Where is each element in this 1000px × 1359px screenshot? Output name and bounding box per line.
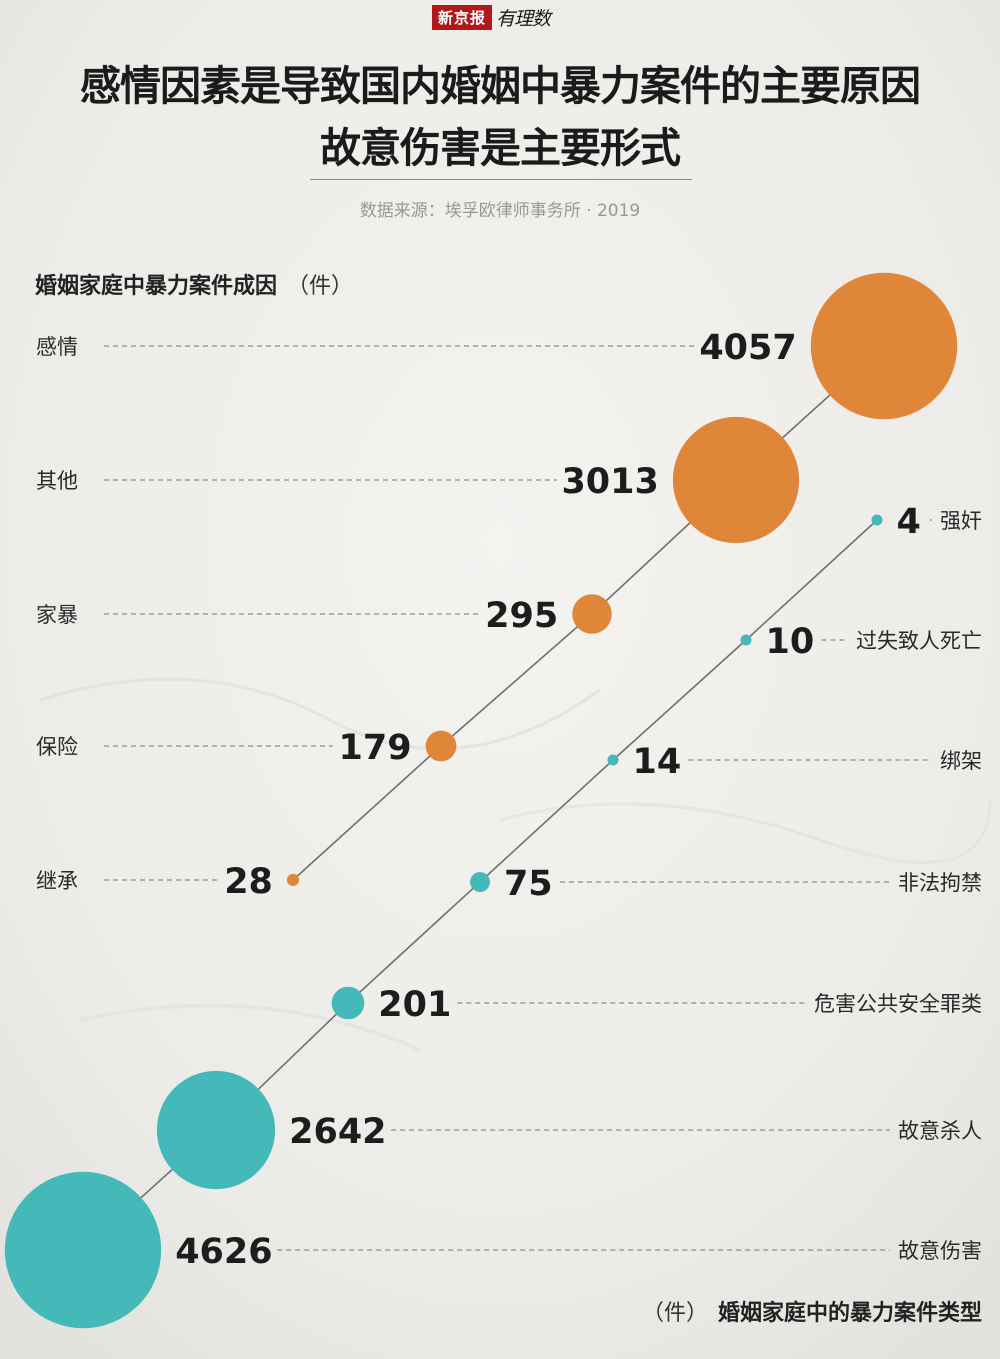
types-category-label: 非法拘禁: [898, 871, 982, 895]
causes-category-label: 继承: [36, 869, 78, 893]
types-value-label: 14: [633, 742, 682, 782]
causes-bubble: [672, 416, 800, 544]
brand-logo-box: 新京报: [432, 4, 493, 30]
causes-value-label: 295: [485, 596, 558, 636]
causes-chart-title: 婚姻家庭中暴力案件成因: [35, 274, 278, 299]
types-bubble: [331, 986, 365, 1020]
types-value-label: 4: [897, 502, 921, 542]
causes-bubble: [425, 730, 457, 762]
types-bubble: [740, 634, 752, 646]
types-category-label: 危害公共安全罪类: [814, 992, 982, 1016]
causes-value-label: 4057: [699, 328, 796, 368]
types-value-label: 10: [766, 622, 815, 662]
page-title-line1: 感情因素是导致国内婚姻中暴力案件的主要原因: [80, 62, 921, 110]
types-category-label: 强奸: [940, 509, 982, 533]
types-category-label: 绑架: [940, 749, 982, 773]
page-title-line2: 故意伤害是主要形式: [320, 124, 681, 172]
brand-logo-script: 有理数: [496, 7, 551, 30]
types-value-label: 75: [504, 864, 553, 904]
causes-bubble: [572, 594, 612, 634]
types-value-label: 201: [378, 985, 451, 1025]
types-value-label: 4626: [175, 1232, 272, 1272]
causes-section-heading: 婚姻家庭中暴力案件成因 （件）: [35, 268, 353, 300]
types-category-label: 故意杀人: [898, 1119, 982, 1143]
types-value-label: 2642: [289, 1112, 386, 1152]
causes-category-label: 其他: [36, 469, 78, 493]
types-bubble: [156, 1070, 276, 1190]
data-source: 数据来源：埃孚欧律师事务所 · 2019: [359, 201, 641, 221]
causes-category-label: 家暴: [36, 603, 78, 627]
title-divider: [310, 179, 692, 180]
causes-category-label: 保险: [36, 735, 78, 759]
types-bubble: [607, 754, 619, 766]
causes-value-label: 28: [224, 862, 273, 902]
types-bubble: [871, 514, 883, 526]
causes-bubble: [286, 873, 300, 887]
types-bubble: [470, 872, 490, 892]
causes-chart-unit: （件）: [287, 274, 354, 299]
causes-value-label: 179: [339, 728, 412, 768]
types-chart-title: 婚姻家庭中的暴力案件类型: [717, 1301, 982, 1326]
causes-bubble: [810, 272, 958, 420]
types-category-label: 故意伤害: [898, 1239, 982, 1263]
types-chart-unit: （件）: [641, 1301, 708, 1326]
causes-category-label: 感情: [36, 335, 78, 359]
causes-value-label: 3013: [561, 462, 658, 502]
brand-logo: 新京报 有理数: [432, 4, 551, 30]
types-section-heading: （件） 婚姻家庭中的暴力案件类型: [642, 1295, 982, 1327]
types-category-label: 过失致人死亡: [856, 629, 982, 653]
types-bubble: [4, 1171, 162, 1329]
